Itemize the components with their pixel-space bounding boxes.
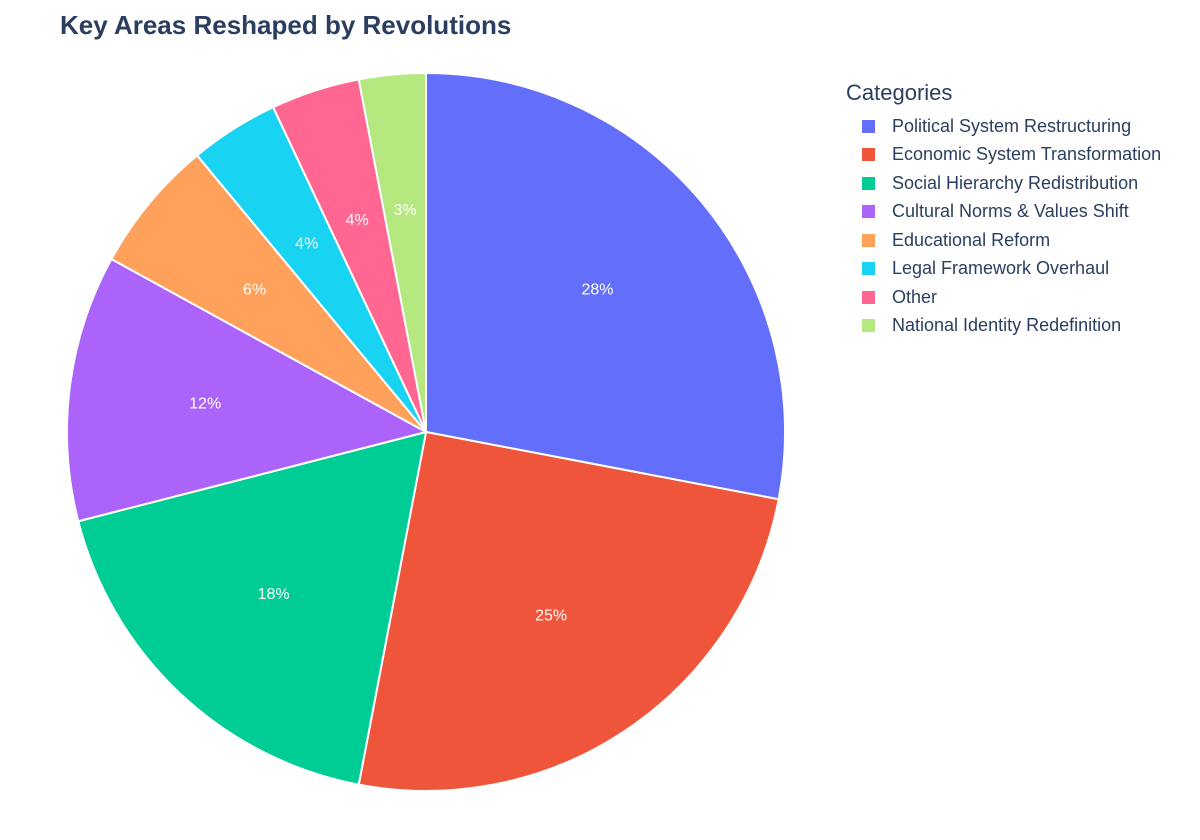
legend: Categories Political System Restructurin… <box>846 80 1161 340</box>
slice-label: 4% <box>295 236 318 253</box>
legend-label: Legal Framework Overhaul <box>892 258 1110 279</box>
legend-swatch <box>862 176 875 190</box>
legend-item[interactable]: Cultural Norms & Values Shift <box>846 198 1161 227</box>
slice-label: 4% <box>346 212 369 229</box>
legend-label: Social Hierarchy Redistribution <box>892 172 1139 193</box>
legend-swatch <box>862 233 875 247</box>
legend-label: Cultural Norms & Values Shift <box>892 201 1129 222</box>
slice-label: 18% <box>258 586 290 603</box>
pie-slice[interactable] <box>110 153 427 433</box>
pie-slice[interactable] <box>357 430 780 792</box>
pie-slice-labels: 28% 25% 18% 12% 6% 4% 4% 3% <box>189 202 613 625</box>
legend-swatch <box>862 290 875 304</box>
pie-chart: 28% 25% 18% 12% 6% 4% 4% 3% <box>66 71 786 792</box>
legend-title: Categories <box>846 80 953 105</box>
legend-swatch <box>862 205 875 219</box>
legend-label: Economic System Transformation <box>892 144 1162 165</box>
legend-swatch <box>862 319 875 333</box>
slice-label: 3% <box>393 202 416 219</box>
legend-items: Political System Restructuring Economic S… <box>846 112 1161 340</box>
slice-label: 12% <box>189 396 221 413</box>
slice-label: 25% <box>535 608 567 625</box>
slice-label: 6% <box>243 282 266 299</box>
legend-item[interactable]: Legal Framework Overhaul <box>846 255 1161 284</box>
legend-swatch <box>862 119 875 133</box>
legend-label: Educational Reform <box>892 229 1051 250</box>
pie-slice[interactable] <box>425 71 786 501</box>
legend-item[interactable]: National Identity Redefinition <box>846 312 1161 341</box>
legend-label: Political System Restructuring <box>892 115 1132 136</box>
legend-item[interactable]: Economic System Transformation <box>846 141 1161 170</box>
legend-swatch <box>862 148 875 162</box>
slice-label: 28% <box>581 282 613 299</box>
legend-label: Other <box>892 286 938 307</box>
pie-slice[interactable] <box>357 71 427 433</box>
legend-swatch <box>862 262 875 276</box>
legend-label: National Identity Redefinition <box>892 315 1122 336</box>
legend-item[interactable]: Social Hierarchy Redistribution <box>846 169 1161 198</box>
pie-slices <box>66 71 786 792</box>
pie-slice[interactable] <box>66 257 429 523</box>
chart-title: Key Areas Reshaped by Revolutions <box>60 10 512 40</box>
pie-slice[interactable] <box>77 430 428 786</box>
legend-item[interactable]: Other <box>846 283 1161 312</box>
legend-item[interactable]: Political System Restructuring <box>846 112 1161 141</box>
legend-item[interactable]: Educational Reform <box>846 226 1161 255</box>
